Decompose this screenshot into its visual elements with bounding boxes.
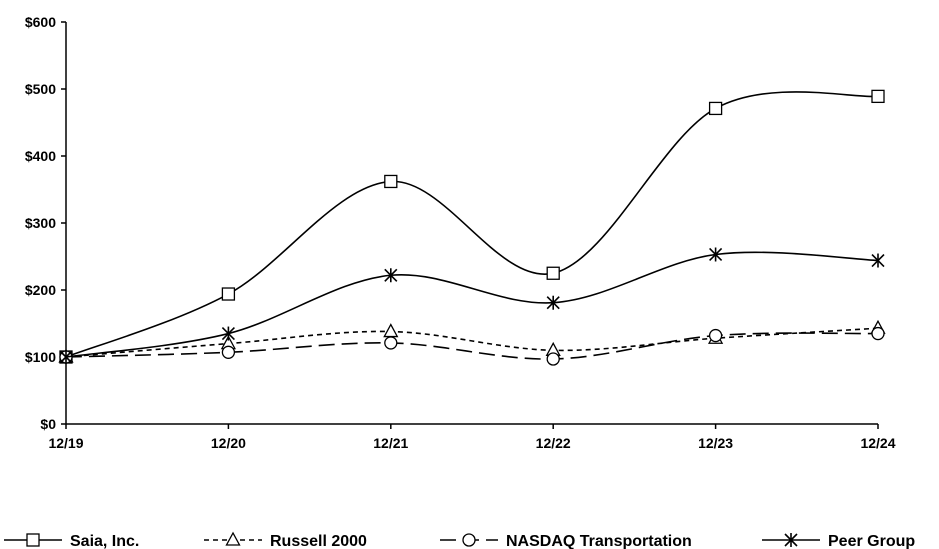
data-point-circle <box>547 353 559 365</box>
data-point-circle <box>385 337 397 349</box>
legend-item-asterisk: Peer Group <box>762 533 915 549</box>
data-point-square <box>710 102 722 114</box>
y-tick-label: $100 <box>25 349 56 365</box>
legend-label: NASDAQ Transportation <box>506 533 692 549</box>
legend-item-triangle: Russell 2000 <box>204 533 367 549</box>
data-point-asterisk <box>222 327 234 341</box>
chart-legend: Saia, Inc. Russell 2000 NASDAQ Transportat… <box>4 533 915 549</box>
legend-marker-circle-icon <box>463 534 475 546</box>
y-tick-label: $200 <box>25 282 56 298</box>
data-point-square <box>222 288 234 300</box>
data-point-square <box>385 175 397 187</box>
y-tick-label: $0 <box>40 416 56 432</box>
data-point-circle <box>710 330 722 342</box>
x-tick-label: 12/23 <box>698 435 733 451</box>
series-line-triangle <box>66 328 878 357</box>
legend-marker-triangle-icon <box>227 533 240 545</box>
legend-label: Russell 2000 <box>270 533 367 549</box>
data-point-triangle <box>384 325 397 337</box>
x-tick-label: 12/24 <box>860 435 895 451</box>
chart-axes: $0 $100 $200 $300 $400 $500 $600 12/19 12/20 12/2… <box>25 14 896 451</box>
y-tick-label: $300 <box>25 215 56 231</box>
y-tick-label: $400 <box>25 148 56 164</box>
legend-item-circle: NASDAQ Transportation <box>440 533 692 549</box>
legend-label: Saia, Inc. <box>70 533 139 549</box>
series-line-circle <box>66 333 878 359</box>
x-tick-label: 12/22 <box>536 435 571 451</box>
x-tick-label: 12/19 <box>48 435 83 451</box>
data-point-square <box>547 267 559 279</box>
legend-marker-square-icon <box>27 534 39 546</box>
y-tick-label: $500 <box>25 81 56 97</box>
series-line-square <box>66 92 878 357</box>
data-point-circle <box>222 346 234 358</box>
y-tick-label: $600 <box>25 14 56 30</box>
series-layer <box>60 90 885 365</box>
legend-item-square: Saia, Inc. <box>4 533 139 549</box>
x-tick-label: 12/21 <box>373 435 408 451</box>
x-tick-label: 12/20 <box>211 435 246 451</box>
data-point-square <box>872 90 884 102</box>
data-point-circle <box>872 328 884 340</box>
legend-label: Peer Group <box>828 533 915 549</box>
